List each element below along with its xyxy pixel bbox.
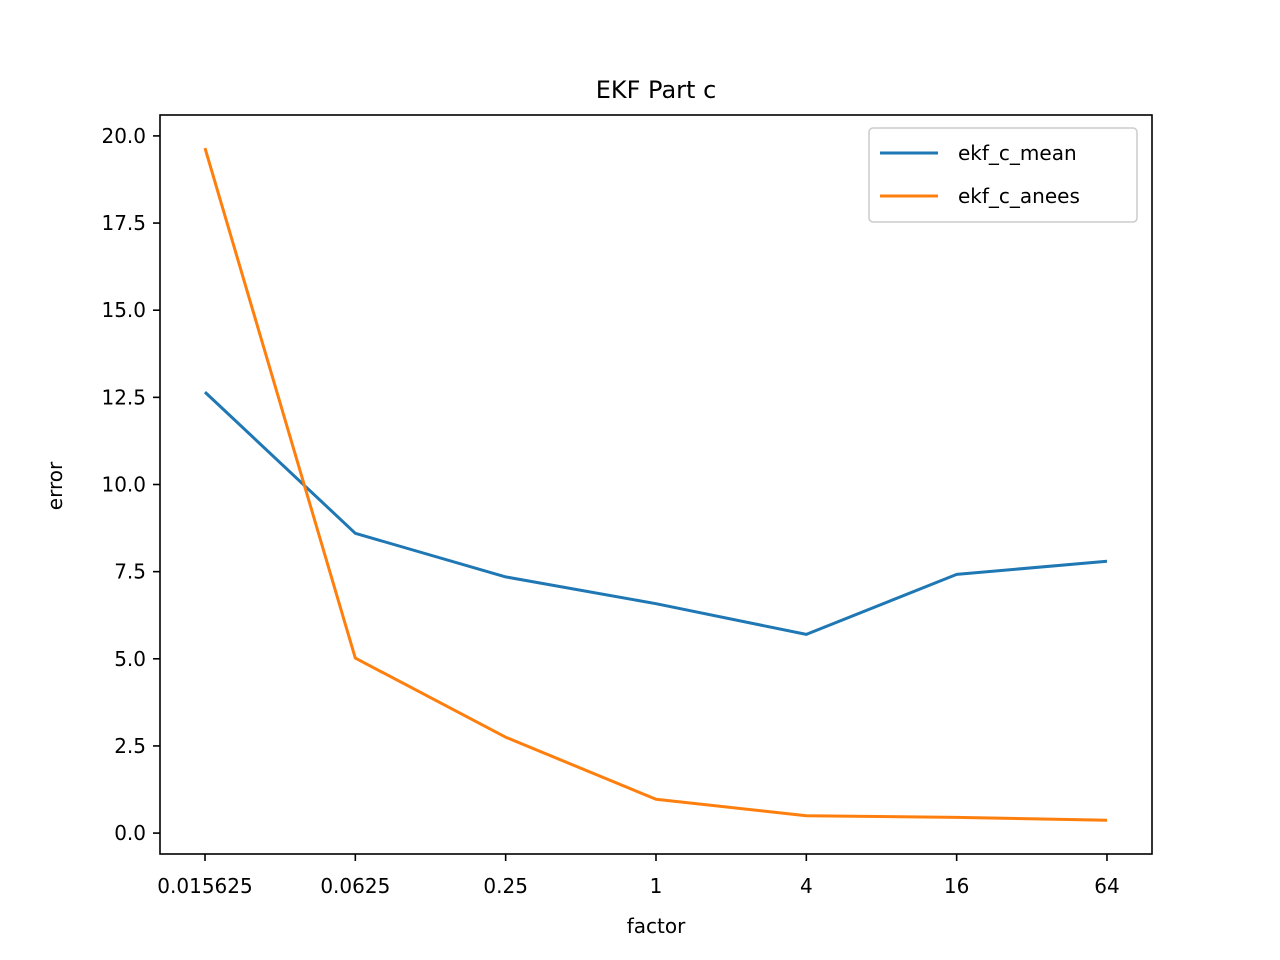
y-tick-label: 15.0 bbox=[101, 298, 146, 322]
x-tick-label: 0.25 bbox=[483, 874, 528, 898]
y-tick-label: 5.0 bbox=[114, 647, 146, 671]
legend-items: ekf_c_mean ekf_c_anees bbox=[880, 141, 1080, 208]
y-axis-ticks: 0.0 2.5 5.0 7.5 10.0 12.5 15.0 17.5 20.0 bbox=[101, 124, 160, 845]
series-line-ekf_c_mean bbox=[203, 391, 1108, 636]
legend-label: ekf_c_anees bbox=[958, 184, 1080, 208]
legend-label: ekf_c_mean bbox=[958, 141, 1077, 165]
chart-title: EKF Part c bbox=[596, 76, 717, 104]
y-tick-label: 20.0 bbox=[101, 124, 146, 148]
x-tick-label: 1 bbox=[650, 874, 663, 898]
x-tick-label: 0.015625 bbox=[157, 874, 252, 898]
y-axis-label: error bbox=[43, 461, 67, 510]
y-tick-label: 17.5 bbox=[101, 211, 146, 235]
x-tick-label: 64 bbox=[1094, 874, 1119, 898]
series-line-ekf_c_anees bbox=[203, 147, 1108, 822]
y-tick-label: 0.0 bbox=[114, 821, 146, 845]
y-tick-label: 10.0 bbox=[101, 473, 146, 497]
x-axis-ticks: 0.015625 0.0625 0.25 1 4 16 64 bbox=[157, 854, 1120, 898]
y-tick-label: 2.5 bbox=[114, 734, 146, 758]
y-tick-label: 12.5 bbox=[101, 385, 146, 409]
legend: ekf_c_mean ekf_c_anees bbox=[868, 127, 1138, 223]
x-tick-label: 4 bbox=[800, 874, 813, 898]
y-tick-label: 7.5 bbox=[114, 560, 146, 584]
x-tick-label: 16 bbox=[944, 874, 969, 898]
series-lines bbox=[203, 147, 1108, 822]
plot-frame bbox=[159, 114, 1153, 855]
x-tick-label: 0.0625 bbox=[320, 874, 390, 898]
x-axis-label: factor bbox=[627, 914, 686, 938]
